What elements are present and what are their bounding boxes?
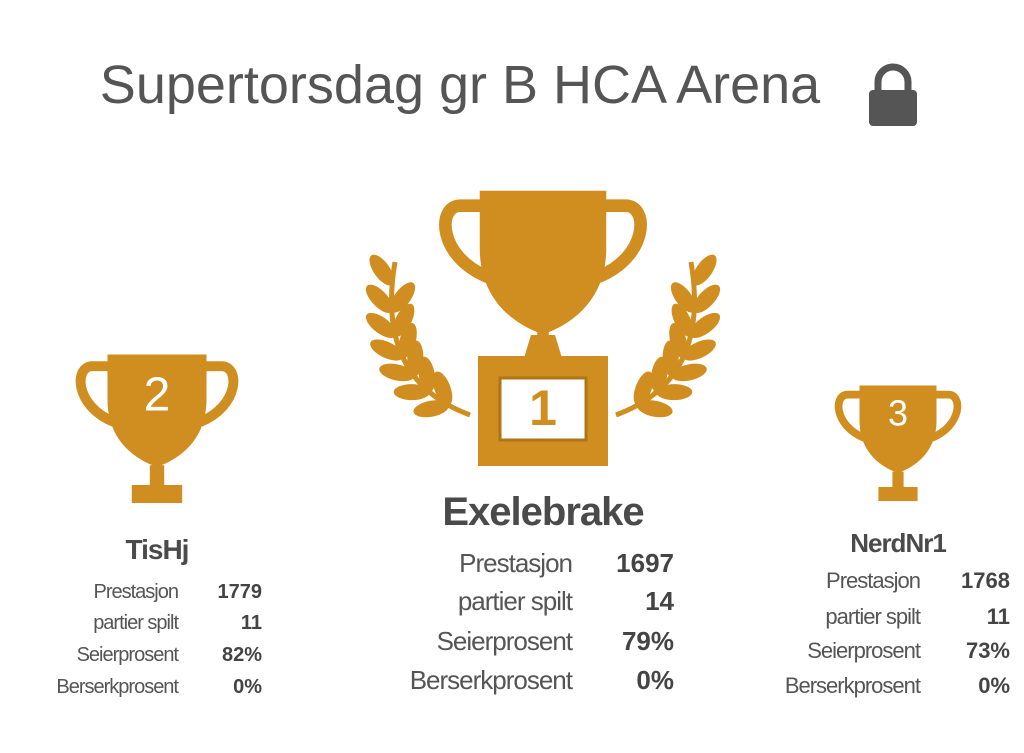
- stat-label: Seierprosent: [807, 638, 921, 663]
- stat-value: 14: [645, 586, 674, 616]
- player-name: Exelebrake: [442, 490, 644, 534]
- trophy: [439, 190, 647, 337]
- stat-label: Seierprosent: [76, 644, 179, 666]
- laurel-leaf: [365, 284, 394, 313]
- trophy-stem: [524, 335, 562, 358]
- laurel-leaf: [671, 303, 694, 337]
- trophy-base: [131, 465, 183, 503]
- trophy-base: [878, 471, 918, 501]
- stat-value: 0%: [636, 665, 674, 695]
- laurel-leaf: [671, 363, 707, 382]
- trophy-plate: [498, 376, 588, 442]
- stat-value: 0%: [233, 676, 262, 698]
- laurel-leaf: [365, 312, 397, 338]
- tournament-title: Supertorsdag gr B HCA Arena: [99, 55, 821, 115]
- laurel-leaf: [418, 356, 436, 393]
- trophy-bowl: [859, 385, 937, 475]
- stat-value: 79%: [621, 626, 674, 656]
- stat-value: 73%: [965, 638, 1010, 663]
- stat-value: 1697: [616, 548, 674, 578]
- trophy-bowl: [107, 354, 207, 469]
- trophy-bowl: [479, 190, 607, 337]
- stat-label: Prestasjon: [826, 568, 921, 593]
- stat-value: 0%: [978, 673, 1010, 698]
- stat-value: 11: [240, 612, 262, 634]
- laurel-leaf: [369, 254, 395, 286]
- stat-label: partier spilt: [825, 604, 921, 629]
- laurel-leaf: [432, 371, 453, 406]
- stat-value: 11: [986, 604, 1010, 629]
- rank-number: 2: [144, 369, 171, 422]
- laurel-leaf: [390, 282, 416, 313]
- stat-label: Prestasjon: [93, 581, 180, 603]
- laurel-leaf: [689, 312, 721, 338]
- laurel-leaf: [692, 284, 721, 313]
- rank-number: 3: [888, 393, 908, 434]
- laurel-leaf: [691, 254, 717, 286]
- laurel-leaf: [392, 303, 415, 337]
- stat-label: Seierprosent: [436, 626, 573, 656]
- rank-number: 1: [529, 380, 557, 436]
- stat-value: 82%: [221, 644, 262, 666]
- stat-label: Berserkprosent: [409, 665, 573, 695]
- trophy: [75, 354, 239, 503]
- laurel: [615, 254, 721, 418]
- laurel-leaf: [656, 384, 693, 401]
- laurel-leaf: [682, 339, 716, 361]
- laurel-leaf: [379, 363, 415, 382]
- stat-label: partier spilt: [457, 586, 573, 616]
- laurel-leaf: [670, 282, 696, 313]
- player-name: NerdNr1: [850, 528, 947, 558]
- trophy-handles: [75, 361, 239, 427]
- stat-label: Berserkprosent: [784, 673, 921, 698]
- laurel-leaf: [393, 384, 430, 401]
- stat-value: 1768: [961, 568, 1010, 593]
- trophy: [834, 385, 962, 501]
- laurel-leaf: [633, 371, 654, 406]
- stat-label: Prestasjon: [459, 548, 573, 578]
- stat-label: partier spilt: [93, 612, 179, 634]
- lock-icon: [869, 63, 917, 126]
- trophy-handles: [439, 199, 647, 283]
- laurel-leaf: [413, 400, 449, 418]
- stat-label: Berserkprosent: [56, 676, 179, 698]
- player-name: TisHj: [125, 534, 190, 565]
- laurel: [365, 254, 471, 418]
- stat-value: 1779: [217, 581, 263, 603]
- laurel-leaf: [370, 339, 404, 361]
- trophy-handles: [834, 390, 962, 442]
- laurel-leaf: [650, 356, 668, 393]
- laurel-leaf: [637, 400, 673, 418]
